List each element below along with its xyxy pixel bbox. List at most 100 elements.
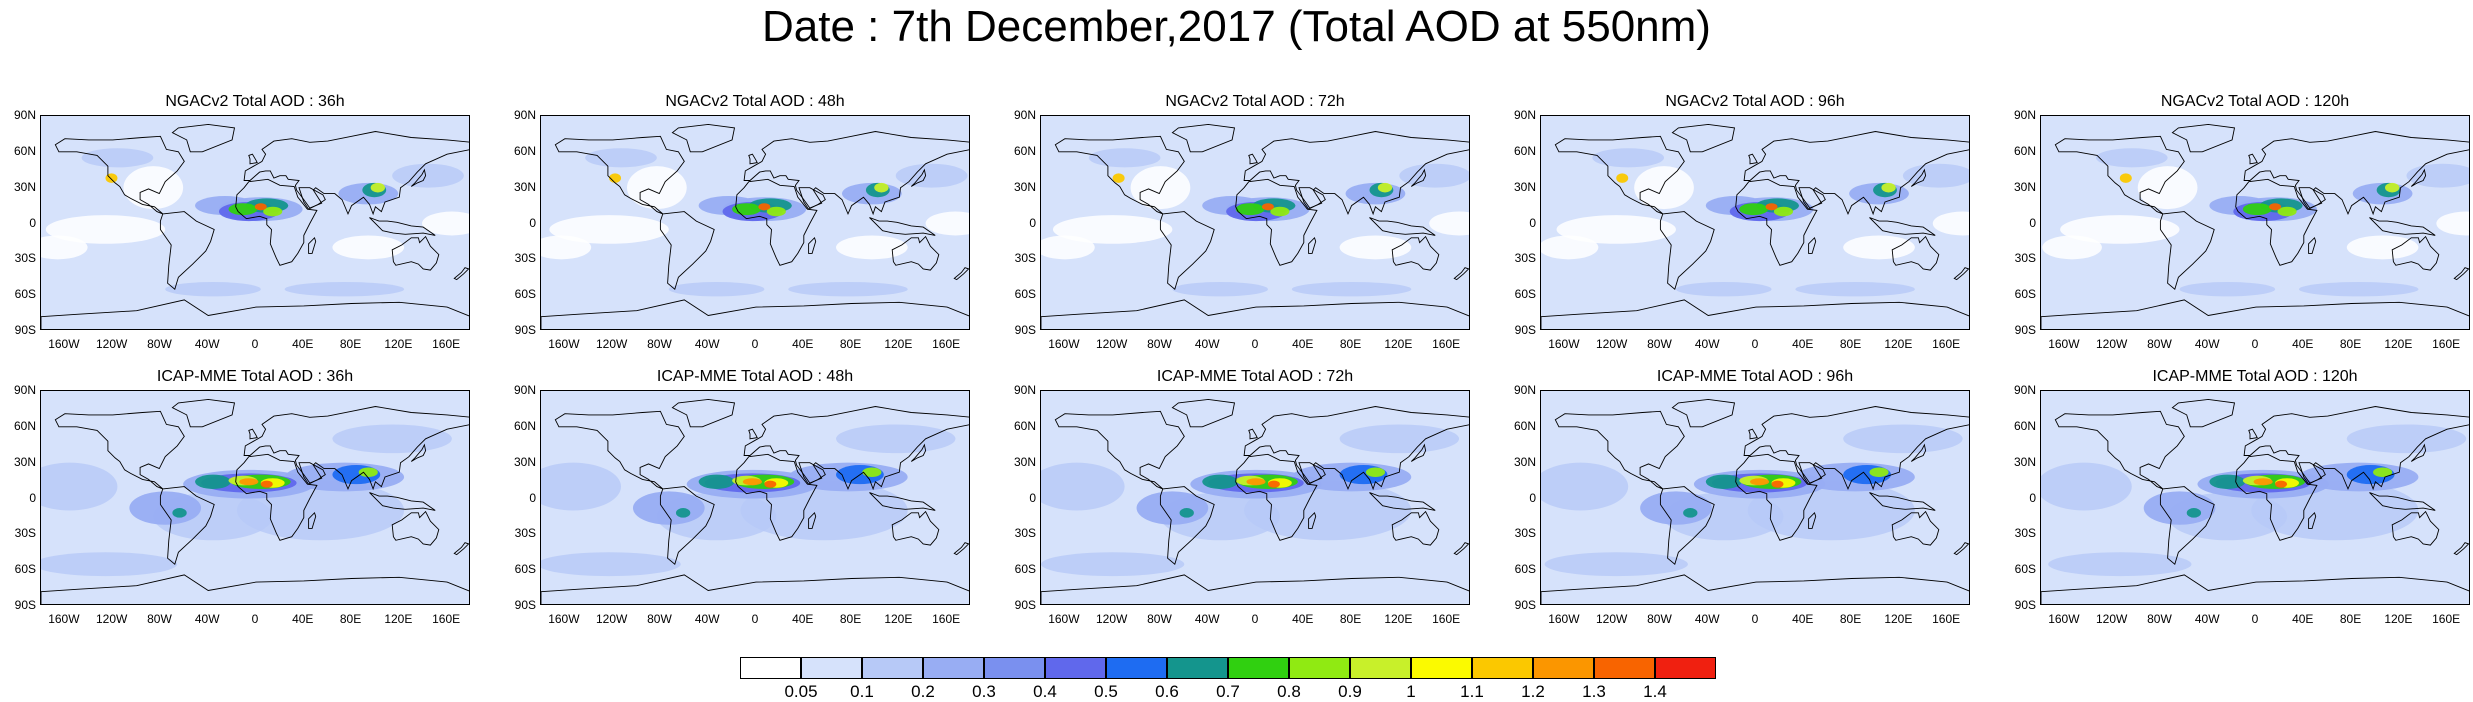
longitude-tick-label: 40W	[2194, 337, 2220, 351]
longitude-tick-label: 160E	[1932, 612, 1961, 626]
aod-region	[1795, 282, 1915, 297]
coastline-australia	[2391, 235, 2440, 271]
coastline-eurasia	[2243, 131, 2469, 216]
colorbar-tick-label: 1	[1406, 682, 1416, 701]
latitude-tick-label: 60N	[1013, 143, 1036, 158]
coastline-greenland	[2171, 398, 2236, 428]
aod-region	[254, 203, 267, 211]
clean-air-region	[836, 235, 908, 260]
aod-region	[680, 139, 968, 164]
latitude-tick-label: 30S	[514, 526, 536, 541]
clean-air-region	[1052, 215, 1173, 244]
longitude-tick-label: 0	[751, 612, 759, 626]
longitude-tick-label: 120E	[884, 612, 913, 626]
aod-region	[2242, 203, 2272, 216]
coastline-north-america	[1554, 410, 1685, 490]
colorbar-swatch	[1045, 657, 1106, 679]
longitude-tick-label: 160E	[1432, 612, 1461, 626]
coastline-africa	[1235, 453, 1318, 541]
longitude-tick-label: 80E	[1339, 337, 1362, 351]
coastline-north-america	[554, 410, 685, 490]
aod-map	[40, 115, 470, 330]
aod-map	[1040, 115, 1470, 330]
longitude-tick-label: 0	[251, 337, 259, 351]
longitude-tick-label: 0	[2251, 612, 2259, 626]
map-panel: ICAP-MME Total AOD : 96h 90N 60N 30N 0 30S 60S…	[1502, 368, 1970, 640]
aod-region	[2191, 139, 2469, 164]
latitude-tick-label: 30N	[1513, 454, 1536, 469]
coastline-arabia	[2298, 462, 2326, 485]
longitude-tick-label: 40E	[1792, 337, 1814, 351]
longitude-tick-label: 40W	[1194, 337, 1220, 351]
map-panel: ICAP-MME Total AOD : 120h 90N 60N 30N 0 30S 60…	[2002, 368, 2470, 640]
latitude-tick-label: 90S	[14, 598, 36, 612]
aod-region	[165, 282, 261, 297]
coastline-africa	[1735, 453, 1818, 541]
aod-region	[1399, 163, 1469, 188]
clean-air-region	[2137, 166, 2198, 210]
longitude-tick-label: 40E	[292, 337, 314, 351]
longitude-tick-label: 40E	[2292, 337, 2314, 351]
colorbar-swatch	[1228, 657, 1289, 679]
longitude-tick-label: 40E	[292, 612, 314, 626]
aod-region	[1184, 139, 1469, 164]
aod-region	[1112, 173, 1125, 183]
coastline-new-zealand	[2453, 542, 2469, 556]
colorbar-tick-label: 0.6	[1155, 682, 1179, 701]
longitude-tick-label: 0	[1251, 337, 1259, 351]
aod-field-svg	[1541, 116, 1969, 329]
coastline-africa	[735, 453, 818, 541]
aod-region	[177, 139, 464, 164]
map-panel: ICAP-MME Total AOD : 48h 90N 60N 30N 0 30S 60S…	[502, 368, 970, 640]
coastline-indonesia	[1369, 217, 1436, 236]
aod-region	[1377, 182, 1393, 193]
coastline-japan	[410, 168, 427, 187]
latitude-tick-label: 0	[2029, 215, 2036, 230]
longitude-tick-label: 120W	[595, 337, 628, 351]
longitude-tick-label: 0	[1251, 612, 1259, 626]
coastline-south-america	[659, 211, 715, 290]
coastline-japan	[1410, 168, 1427, 187]
longitude-tick-label: 120E	[884, 337, 913, 351]
longitude-tick-label: 0	[1751, 337, 1759, 351]
latitude-tick-label: 90S	[2014, 323, 2036, 337]
aod-region	[105, 173, 118, 183]
coastline-australia	[1391, 235, 1440, 271]
coastline-japan	[1910, 443, 1927, 462]
longitude-tick-label: 120W	[1095, 612, 1128, 626]
aod-region	[1675, 282, 1772, 297]
aod-region	[2253, 478, 2273, 486]
clean-air-region	[1339, 235, 1412, 260]
coastline-antarctica	[2041, 299, 2469, 329]
map-panel: NGACv2 Total AOD : 120h 90N 60N 30N 0 30S 60S 9…	[2002, 93, 2470, 365]
longitude-tick-label: 160W	[2048, 337, 2080, 351]
latitude-tick-label: 60N	[513, 418, 536, 433]
coastline-antarctica	[1541, 299, 1969, 329]
longitude-tick-label: 120W	[2095, 337, 2128, 351]
longitude-tick-label: 120W	[95, 337, 128, 351]
aod-region	[585, 148, 657, 168]
coastline-africa	[1235, 178, 1318, 266]
longitude-tick-label: 40E	[2292, 612, 2314, 626]
aod-map	[2040, 390, 2470, 605]
colorbar-tick-label: 1.1	[1460, 682, 1484, 701]
coastline-japan	[910, 443, 927, 462]
coastline-south-america	[159, 211, 215, 290]
longitude-tick-label: 80W	[2147, 337, 2172, 351]
longitude-tick-label: 80E	[839, 337, 862, 351]
clean-air-region	[541, 235, 592, 260]
aod-region	[1683, 508, 1698, 518]
coastline-eurasia	[2243, 406, 2469, 491]
coastline-antarctica	[541, 574, 969, 604]
aod-region	[81, 148, 154, 168]
clean-air-region	[45, 215, 166, 244]
panel-title: ICAP-MME Total AOD : 72h	[1156, 368, 1354, 385]
coastline-eurasia	[243, 131, 469, 216]
clean-air-region	[422, 211, 469, 236]
latitude-tick-label: 60S	[1014, 287, 1036, 302]
aod-region	[2277, 206, 2297, 217]
panel-title: ICAP-MME Total AOD : 36h	[156, 368, 354, 385]
longitude-tick-label: 40E	[1292, 612, 1314, 626]
latitude-tick-label: 60S	[1014, 562, 1036, 577]
coastline-madagascar	[808, 511, 817, 529]
